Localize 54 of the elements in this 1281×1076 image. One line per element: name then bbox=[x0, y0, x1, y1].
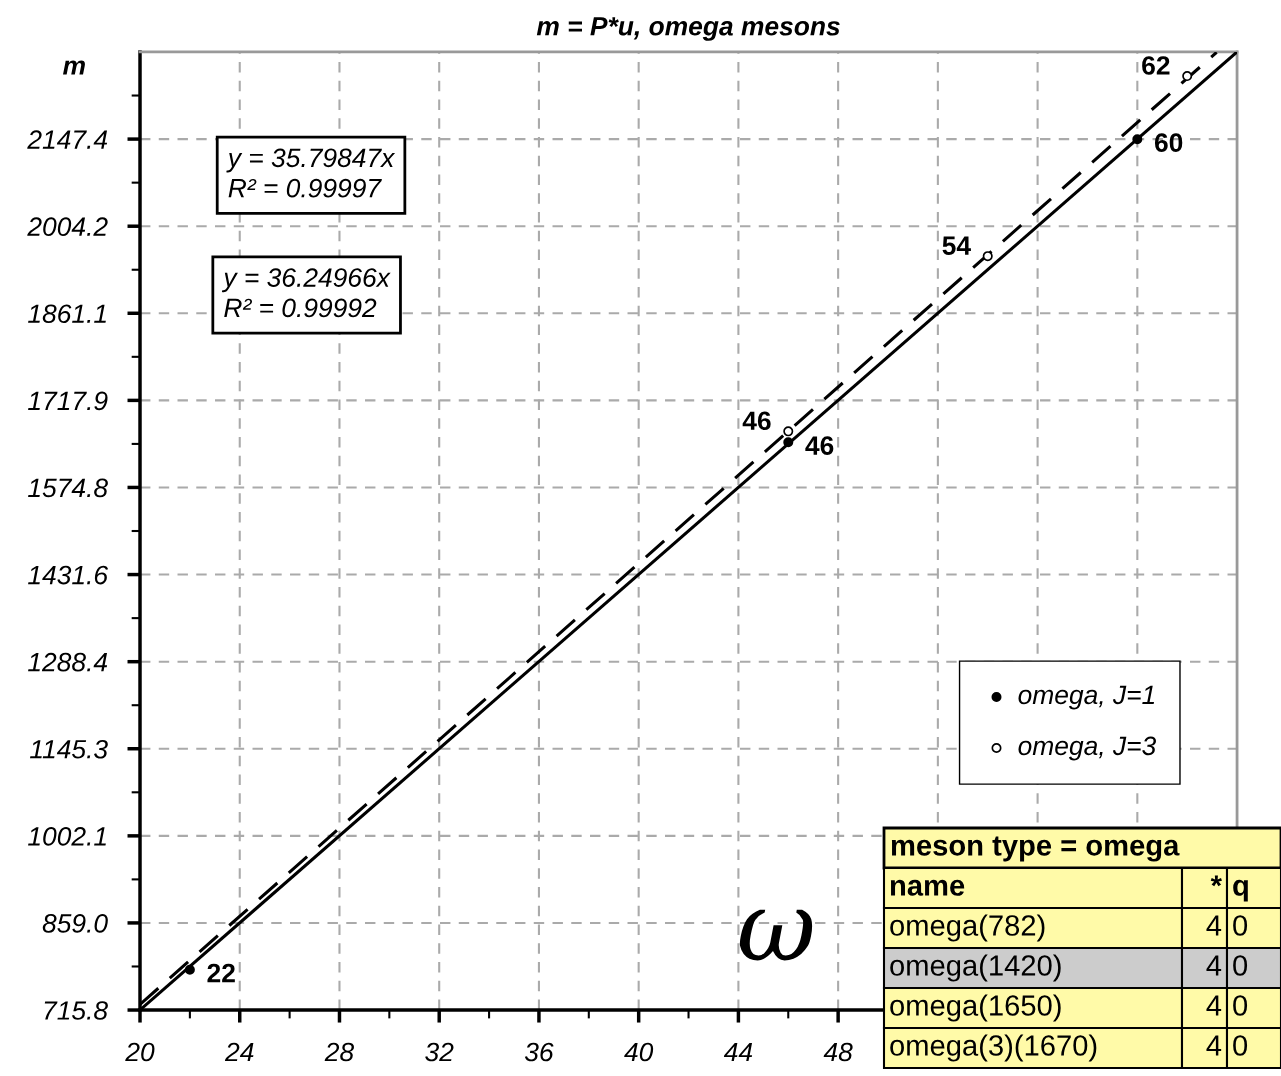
annotation: omega(782) bbox=[890, 914, 1045, 942]
annotation: 4 bbox=[1206, 955, 1222, 976]
annotation: 4 bbox=[1206, 915, 1222, 936]
y-tick-label: 1574.8 bbox=[28, 478, 108, 498]
y-tick-label: 2147.4 bbox=[27, 130, 108, 149]
annotation: 0 bbox=[1233, 955, 1248, 976]
annotation: 46 bbox=[742, 411, 771, 431]
annotation: 46 bbox=[805, 436, 834, 455]
point bbox=[1182, 71, 1193, 82]
x-tick-label: 28 bbox=[324, 1042, 354, 1062]
y-tick-label: 715.8 bbox=[44, 1001, 108, 1020]
annotation: * bbox=[1210, 875, 1222, 887]
text: 4 bbox=[1206, 1035, 1222, 1056]
y-tick-label: 2004.2 bbox=[27, 217, 108, 237]
annotation: meson type = omega bbox=[891, 836, 1180, 862]
x-tick-label: 32 bbox=[425, 1042, 454, 1062]
annotation: 62 bbox=[1142, 56, 1170, 75]
x-tick-label: 36 bbox=[524, 1042, 554, 1062]
text: omega(3)(1670) bbox=[890, 1034, 1097, 1062]
point bbox=[184, 964, 195, 975]
annotation: name bbox=[890, 879, 965, 896]
point bbox=[783, 426, 794, 437]
y-tick-label: 1717.9 bbox=[28, 391, 108, 411]
x-tick-label: 40 bbox=[624, 1042, 654, 1062]
text: 0 bbox=[1233, 1035, 1248, 1056]
y-tick-label: 1861.1 bbox=[28, 304, 106, 324]
y-tick-label: 1288.4 bbox=[28, 652, 108, 672]
x-tick-label: 44 bbox=[723, 1042, 753, 1062]
y-axis-title: m bbox=[63, 60, 85, 75]
y-tick-label: 1431.6 bbox=[28, 565, 109, 585]
annotation: 54 bbox=[942, 236, 971, 255]
annotation: q bbox=[1233, 879, 1248, 902]
point bbox=[1132, 134, 1143, 145]
legend-label: omega, J=1 bbox=[1018, 685, 1155, 710]
annotation: ω bbox=[739, 909, 813, 961]
y-tick-label: 859.0 bbox=[42, 914, 108, 933]
annotation: 0 bbox=[1233, 995, 1248, 1016]
annotation: omega(1650) bbox=[890, 994, 1061, 1022]
annotation: y = 36.24966x R² = 0.99992 bbox=[221, 268, 391, 318]
y-tick-label: 1002.1 bbox=[28, 827, 106, 846]
chart-title: m = P*u, omega mesons bbox=[536, 17, 840, 41]
x-tick-label: 24 bbox=[224, 1042, 254, 1062]
point bbox=[982, 251, 993, 262]
x-tick-label: 20 bbox=[125, 1042, 155, 1062]
point bbox=[783, 437, 794, 448]
annotation: 22 bbox=[207, 963, 235, 983]
x-tick-label: 48 bbox=[823, 1042, 853, 1062]
legend-label: omega, J=3 bbox=[1018, 736, 1157, 761]
y-tick-label: 1145.3 bbox=[29, 739, 108, 759]
annotation: y = 35.79847x R² = 0.99997 bbox=[226, 148, 396, 198]
annotation: 0 bbox=[1233, 915, 1248, 936]
annotation: 60 bbox=[1154, 133, 1183, 152]
annotation: omega(1420) bbox=[890, 954, 1061, 982]
annotation: 4 bbox=[1206, 995, 1222, 1016]
